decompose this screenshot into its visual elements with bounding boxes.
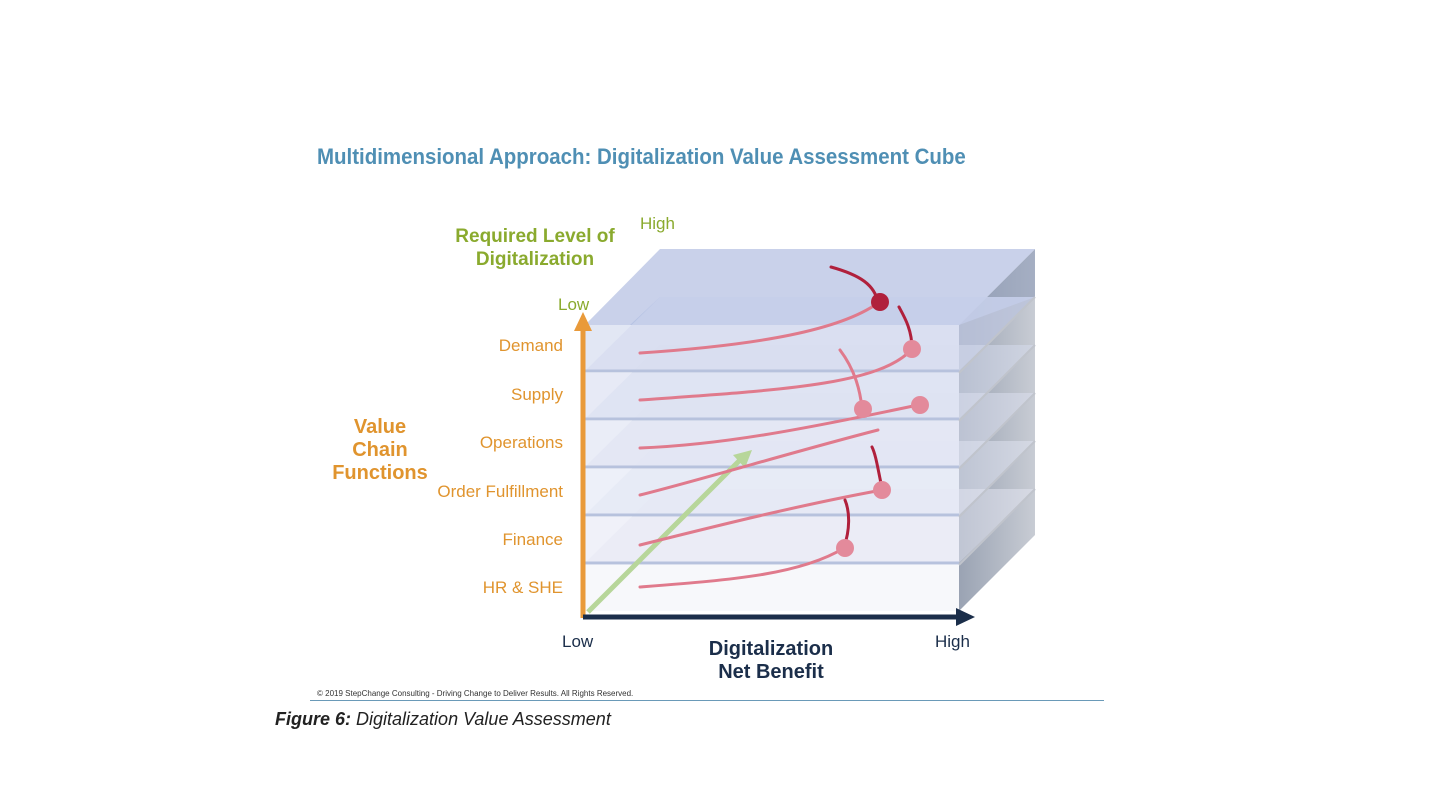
- row-label-operations: Operations: [479, 433, 563, 452]
- figure-caption-label: Figure 6:: [275, 709, 352, 729]
- point-supply: [903, 340, 921, 358]
- row-label-supply: Supply: [511, 385, 563, 404]
- value-chain-title-line2: Chain: [352, 439, 408, 461]
- caption-divider: [310, 700, 1104, 701]
- horizontal-axis-high: High: [935, 632, 970, 651]
- vertical-axis-title-line1: Required Level of: [455, 226, 615, 247]
- curve-finance: [638, 488, 884, 547]
- point-operations-b: [911, 396, 929, 414]
- value-chain-title-line1: Value: [353, 416, 407, 438]
- horizontal-axis-title: Digitalization Net Benefit: [691, 638, 851, 684]
- curve-supply: [638, 347, 914, 402]
- vertical-axis-arrow: [574, 312, 592, 331]
- value-chain-title-line3: Functions: [332, 462, 428, 484]
- horizontal-axis-title-line2: Net Benefit: [718, 661, 824, 683]
- point-finance: [836, 539, 854, 557]
- assessment-curves: [638, 265, 920, 589]
- horizontal-axis-title-line1: Digitalization: [708, 638, 834, 660]
- row-label-demand: Demand: [498, 336, 563, 355]
- vertical-axis-low: Low: [558, 295, 590, 314]
- vertical-axis-title-line2: Digitalization: [475, 249, 595, 270]
- figure-caption: Figure 6: Digitalization Value Assessmen…: [275, 709, 611, 730]
- figure-caption-text: Digitalization Value Assessment: [356, 709, 611, 729]
- point-demand: [871, 293, 889, 311]
- assessment-points: [836, 293, 929, 557]
- curve-hr: [638, 546, 846, 589]
- row-label-order-fulfillment: Order Fulfillment: [437, 482, 563, 501]
- point-operations-a: [854, 400, 872, 418]
- horizontal-axis-arrow: [956, 608, 975, 626]
- green-arrow-head: [733, 450, 752, 468]
- curve-order-fulfillment: [638, 428, 880, 497]
- curve-operations: [638, 403, 920, 450]
- curve-demand: [638, 301, 880, 355]
- row-label-finance: Finance: [502, 530, 563, 549]
- layer-slabs: [585, 296, 1036, 611]
- copyright-notice: © 2019 StepChange Consulting - Driving C…: [317, 689, 634, 698]
- vertical-axis-high: High: [640, 214, 675, 233]
- slab-6: [585, 565, 959, 611]
- point-order-fulfillment: [873, 481, 891, 499]
- diagram-title: Multidimensional Approach: Digitalizatio…: [317, 144, 966, 169]
- horizontal-axis-low: Low: [562, 632, 594, 651]
- row-label-hr-she: HR & SHE: [482, 578, 563, 597]
- green-diagonal-arrow: [586, 456, 744, 614]
- vertical-axis-title: Required Level of Digitalization: [445, 225, 625, 271]
- value-chain-title: Value Chain Functions: [330, 416, 430, 485]
